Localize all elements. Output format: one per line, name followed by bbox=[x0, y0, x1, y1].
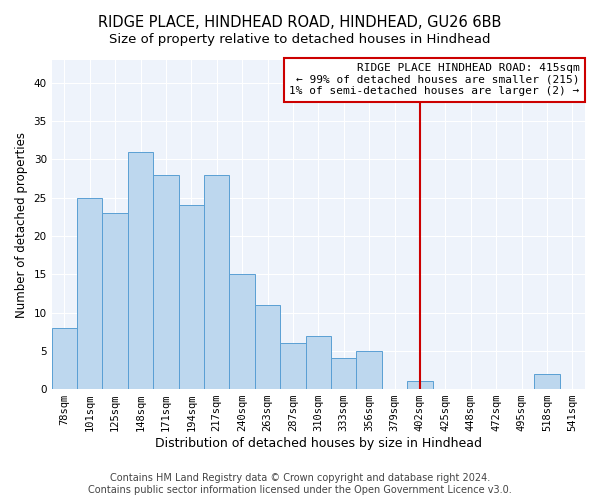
Bar bbox=[52, 328, 77, 389]
Bar bbox=[305, 336, 331, 389]
Text: RIDGE PLACE HINDHEAD ROAD: 415sqm
← 99% of detached houses are smaller (215)
1% : RIDGE PLACE HINDHEAD ROAD: 415sqm ← 99% … bbox=[289, 64, 580, 96]
Bar bbox=[153, 175, 179, 389]
Bar bbox=[128, 152, 153, 389]
Bar bbox=[179, 206, 204, 389]
Bar bbox=[356, 351, 382, 389]
Bar bbox=[77, 198, 103, 389]
Bar bbox=[204, 175, 229, 389]
X-axis label: Distribution of detached houses by size in Hindhead: Distribution of detached houses by size … bbox=[155, 437, 482, 450]
Bar bbox=[255, 305, 280, 389]
Text: Size of property relative to detached houses in Hindhead: Size of property relative to detached ho… bbox=[109, 32, 491, 46]
Bar bbox=[534, 374, 560, 389]
Text: RIDGE PLACE, HINDHEAD ROAD, HINDHEAD, GU26 6BB: RIDGE PLACE, HINDHEAD ROAD, HINDHEAD, GU… bbox=[98, 15, 502, 30]
Text: Contains HM Land Registry data © Crown copyright and database right 2024.
Contai: Contains HM Land Registry data © Crown c… bbox=[88, 474, 512, 495]
Y-axis label: Number of detached properties: Number of detached properties bbox=[15, 132, 28, 318]
Bar bbox=[407, 382, 433, 389]
Bar bbox=[103, 213, 128, 389]
Bar bbox=[229, 274, 255, 389]
Bar bbox=[280, 343, 305, 389]
Bar bbox=[331, 358, 356, 389]
